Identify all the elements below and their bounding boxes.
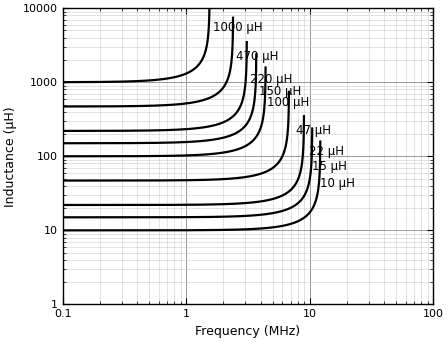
Text: 100 μH: 100 μH	[267, 96, 310, 109]
Text: 150 μH: 150 μH	[258, 84, 301, 97]
Text: 470 μH: 470 μH	[237, 50, 279, 63]
Text: 47 μH: 47 μH	[297, 124, 332, 137]
Text: 1000 μH: 1000 μH	[213, 21, 263, 34]
Text: 10 μH: 10 μH	[319, 177, 354, 190]
Y-axis label: Inductance (μH): Inductance (μH)	[4, 106, 17, 207]
X-axis label: Frequency (MHz): Frequency (MHz)	[195, 325, 301, 338]
Text: 15 μH: 15 μH	[312, 160, 347, 173]
Text: 220 μH: 220 μH	[250, 73, 293, 86]
Text: 22 μH: 22 μH	[309, 145, 344, 158]
